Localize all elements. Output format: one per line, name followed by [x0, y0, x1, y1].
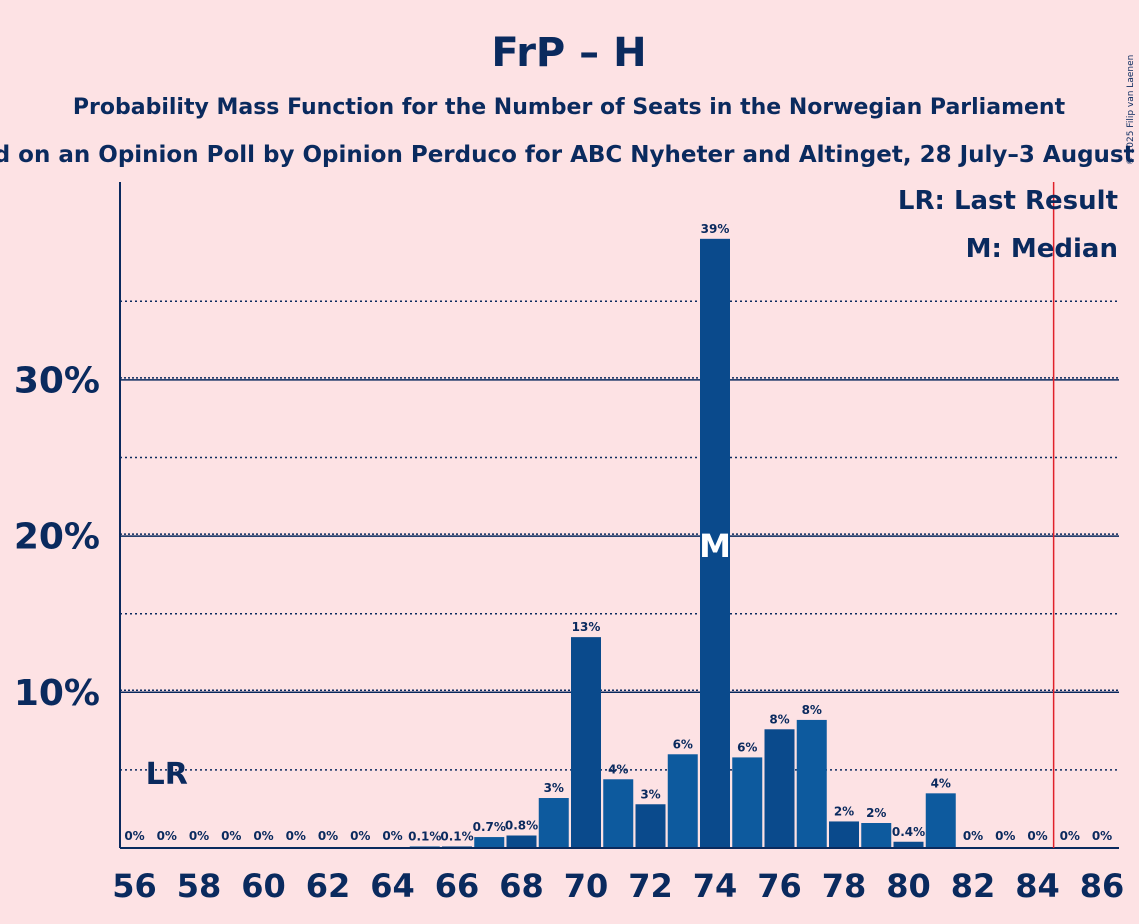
data-label-seat-72: 3% — [640, 787, 660, 801]
data-label-seat-84: 0% — [1027, 829, 1047, 843]
data-label-seat-85: 0% — [1060, 829, 1080, 843]
bar-seat-67 — [474, 837, 505, 848]
x-tick-label-66: 66 — [435, 867, 480, 905]
data-label-seat-57: 0% — [157, 829, 177, 843]
x-tick-label-64: 64 — [370, 867, 415, 905]
x-tick-label-60: 60 — [241, 867, 286, 905]
data-label-seat-66: 0.1% — [440, 829, 473, 843]
bar-seat-72 — [635, 804, 666, 848]
bar-seat-76 — [764, 729, 795, 848]
data-label-seat-60: 0% — [253, 829, 273, 843]
data-label-seat-62: 0% — [318, 829, 338, 843]
x-tick-label-58: 58 — [177, 867, 222, 905]
x-tick-label-80: 80 — [886, 867, 931, 905]
legend-median: M: Median — [966, 234, 1118, 264]
bar-seat-69 — [538, 798, 569, 848]
data-label-seat-77: 8% — [802, 703, 822, 717]
data-label-seat-67: 0.7% — [473, 820, 506, 834]
data-label-seat-58: 0% — [189, 829, 209, 843]
y-tick-label-10: 10% — [14, 673, 100, 714]
bar-seat-73 — [667, 754, 698, 848]
bar-seat-74 — [700, 238, 730, 848]
x-tick-label-68: 68 — [499, 867, 544, 905]
x-tick-label-62: 62 — [306, 867, 351, 905]
data-label-seat-83: 0% — [995, 829, 1015, 843]
last-result-marker: LR — [146, 757, 188, 792]
median-marker: M — [699, 527, 731, 565]
bar-seat-79 — [861, 823, 892, 848]
bar-seat-77 — [796, 719, 827, 848]
x-axis-ticks: 56 58 60 62 64 66 68 70 72 74 76 78 80 82 84 86 — [112, 867, 1124, 905]
bar-seat-81 — [925, 793, 956, 848]
data-label-seat-79: 2% — [866, 806, 886, 820]
data-label-seat-65: 0.1% — [408, 829, 441, 843]
x-tick-label-86: 86 — [1080, 867, 1125, 905]
bar-seat-78 — [829, 821, 859, 848]
x-tick-label-76: 76 — [757, 867, 802, 905]
x-tick-label-78: 78 — [822, 867, 867, 905]
x-tick-label-70: 70 — [564, 867, 609, 905]
y-tick-label-20: 20% — [14, 517, 100, 558]
x-tick-label-56: 56 — [112, 867, 157, 905]
chart-title: FrP – H — [491, 30, 646, 76]
data-label-seat-71: 4% — [608, 762, 628, 776]
data-label-seat-64: 0% — [382, 829, 402, 843]
data-label-seat-81: 4% — [931, 776, 951, 790]
data-label-seat-56: 0% — [124, 829, 144, 843]
x-tick-label-84: 84 — [1015, 867, 1060, 905]
bars — [409, 238, 956, 848]
data-labels: 0% 0% 0% 0% 0% 0% 0% 0% 0% 0.1%0.1%0.7%0.8%3%13%4… — [124, 222, 1112, 844]
data-label-seat-61: 0% — [286, 829, 306, 843]
chart-source-line: Based on an Opinion Poll by Opinion Perd… — [0, 142, 1139, 168]
x-tick-label-82: 82 — [951, 867, 996, 905]
data-label-seat-78: 2% — [834, 804, 854, 818]
y-axis-ticks: 10% 20% 30% — [14, 360, 100, 713]
data-label-seat-82: 0% — [963, 829, 983, 843]
data-label-seat-69: 3% — [544, 781, 564, 795]
bar-seat-71 — [603, 779, 634, 848]
x-tick-label-72: 72 — [628, 867, 673, 905]
bar-seat-68 — [506, 835, 537, 848]
data-label-seat-76: 8% — [769, 712, 789, 726]
bar-seat-70 — [571, 637, 601, 848]
data-label-seat-75: 6% — [737, 740, 757, 754]
bar-seat-75 — [732, 757, 763, 848]
y-tick-label-30: 30% — [14, 360, 100, 401]
data-label-seat-63: 0% — [350, 829, 370, 843]
data-label-seat-74: 39% — [701, 222, 730, 236]
data-label-seat-59: 0% — [221, 829, 241, 843]
gridlines — [120, 300, 1119, 771]
copyright-note: © 2025 Filip van Laenen — [1126, 55, 1136, 166]
data-label-seat-73: 6% — [673, 737, 693, 751]
data-label-seat-70: 13% — [572, 620, 601, 634]
bar-seat-80 — [893, 841, 924, 848]
data-label-seat-68: 0.8% — [505, 819, 538, 833]
legend-last-result: LR: Last Result — [898, 186, 1118, 216]
x-tick-label-74: 74 — [693, 867, 738, 905]
data-label-seat-86: 0% — [1092, 829, 1112, 843]
data-label-seat-80: 0.4% — [892, 825, 925, 839]
chart-subtitle: Probability Mass Function for the Number… — [73, 95, 1066, 120]
